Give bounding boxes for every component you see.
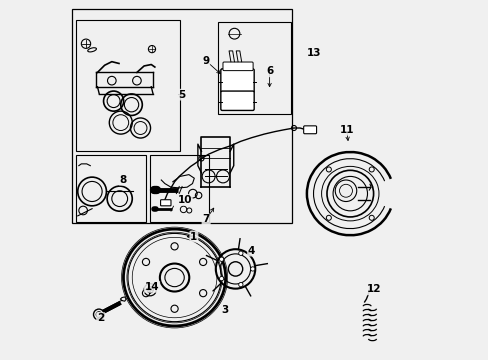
Text: 13: 13 [306,48,320,58]
Text: 4: 4 [247,246,255,256]
Bar [72,9,292,223]
Text: 12: 12 [366,284,381,294]
Text: 3: 3 [221,305,228,315]
Bar [76,21,180,151]
Circle shape [219,257,224,261]
FancyBboxPatch shape [223,62,253,71]
Text: 8: 8 [120,175,127,185]
FancyBboxPatch shape [221,91,254,111]
Text: 6: 6 [265,66,273,76]
Text: 2: 2 [97,313,104,323]
Circle shape [219,276,224,281]
Circle shape [238,283,243,287]
Bar [76,154,145,222]
Text: 7: 7 [202,215,209,224]
Text: 1: 1 [190,232,197,242]
Circle shape [250,267,254,271]
Text: 10: 10 [177,195,191,205]
Text: 14: 14 [144,282,159,292]
Text: 9: 9 [202,55,209,66]
Text: 5: 5 [178,90,185,100]
FancyBboxPatch shape [303,126,316,134]
Bar [150,154,208,222]
Bar [217,22,290,114]
FancyBboxPatch shape [160,200,171,206]
Text: 11: 11 [339,125,353,135]
Circle shape [238,251,243,255]
FancyBboxPatch shape [221,69,254,93]
